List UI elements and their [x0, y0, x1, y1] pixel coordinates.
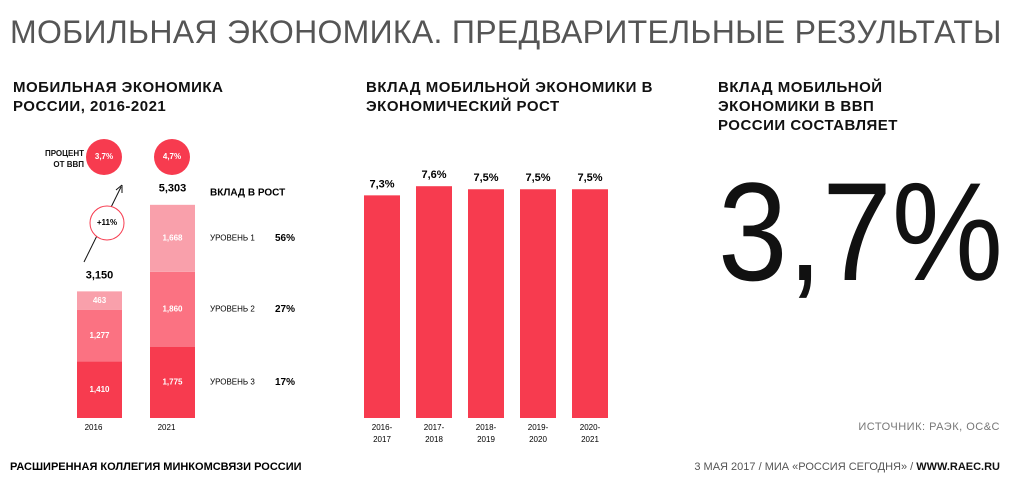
x-tick-label: 2016 — [85, 423, 103, 432]
segment-label: 1,860 — [162, 304, 183, 313]
footer-right: 3 МАЯ 2017 / МИА «РОССИЯ СЕГОДНЯ» / WWW.… — [694, 461, 1000, 473]
bar — [572, 189, 608, 418]
bar-segment — [150, 271, 195, 347]
footer-date: 3 МАЯ 2017 / МИА «РОССИЯ СЕГОДНЯ» / — [694, 461, 916, 473]
source: ИСТОЧНИК: РАЭК, ОС&С — [858, 421, 1000, 433]
x-tick-label: 2019-2020 — [528, 423, 549, 444]
chart-title: ВКЛАД МОБИЛЬНОЙ ЭКОНОМИКИ В ЭКОНОМИЧЕСКИ… — [366, 79, 653, 115]
bar — [468, 189, 504, 418]
legend-label: УРОВЕНЬ 3 — [210, 377, 255, 386]
growth-circle — [89, 205, 125, 241]
gdp-circle — [86, 139, 122, 175]
legend-share: 17% — [275, 377, 295, 388]
legend-label: УРОВЕНЬ 2 — [210, 304, 255, 313]
chart-title: МОБИЛЬНАЯ ЭКОНОМИКА РОССИИ, 2016-2021 — [13, 79, 224, 115]
highlight-value: 3,7% — [718, 153, 1003, 310]
bar — [520, 189, 556, 418]
segment-label: 1,277 — [89, 331, 110, 340]
gdp-label: 4,7% — [163, 152, 181, 161]
bar-segment — [77, 309, 122, 362]
value-label: 7,5% — [473, 172, 498, 184]
total-label: 3,150 — [86, 269, 114, 281]
bar — [364, 195, 400, 418]
gdp-circle — [154, 139, 190, 175]
legend-share: 27% — [275, 304, 295, 315]
legend-label: УРОВЕНЬ 1 — [210, 233, 255, 242]
bar-segment — [77, 291, 122, 310]
value-label: 7,5% — [525, 172, 550, 184]
x-tick-label: 2018-2019 — [476, 423, 497, 444]
legend-share: 56% — [275, 233, 295, 244]
footer-site: WWW.RAEC.RU — [916, 461, 1000, 473]
segment-label: 1,668 — [162, 233, 183, 242]
value-label: 7,5% — [577, 172, 602, 184]
value-label: 7,6% — [421, 169, 446, 181]
x-tick-label: 2016-2017 — [372, 423, 393, 444]
segment-label: 463 — [93, 296, 107, 305]
bar-segment — [150, 204, 195, 272]
total-label: 5,303 — [159, 183, 187, 195]
x-tick-label: 2017-2018 — [424, 423, 445, 444]
gdp-label: ПРОЦЕНТ ОТ ВВП — [44, 149, 84, 169]
segment-label: 1,775 — [162, 377, 183, 386]
page-title: МОБИЛЬНАЯ ЭКОНОМИКА. ПРЕДВАРИТЕЛЬНЫЕ РЕЗ… — [10, 14, 1002, 50]
x-tick-label: 2020-2021 — [580, 423, 601, 444]
segment-label: 1,410 — [89, 385, 110, 394]
growth-annotation: +11% — [97, 218, 117, 227]
bar — [416, 186, 452, 418]
x-tick-label: 2021 — [158, 423, 176, 432]
footer-left: РАСШИРЕННАЯ КОЛЛЕГИЯ МИНКОМСВЯЗИ РОССИИ — [10, 461, 302, 473]
legend-title: ВКЛАД В РОСТ — [210, 188, 285, 199]
bar-segment — [150, 346, 195, 418]
highlight-title: ВКЛАД МОБИЛЬНОЙ ЭКОНОМИКИ В ВВП РОССИИ С… — [718, 79, 898, 134]
bar-segment — [77, 361, 122, 418]
arrow-head — [115, 184, 123, 193]
value-label: 7,3% — [369, 178, 394, 190]
gdp-label: 3,7% — [95, 152, 113, 161]
